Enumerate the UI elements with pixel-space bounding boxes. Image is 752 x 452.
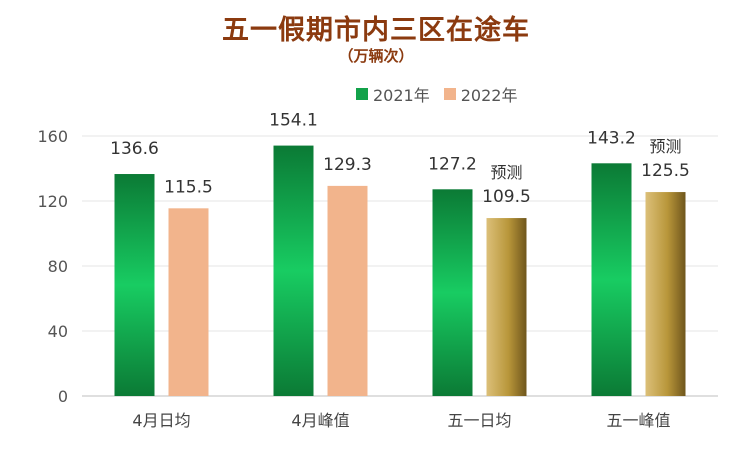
bar-2021 (591, 163, 632, 396)
legend: 2021年 2022年 (356, 82, 517, 106)
bar-2021 (114, 174, 155, 396)
y-tick-label: 80 (48, 257, 68, 276)
bar-2022 (486, 218, 527, 396)
legend-label-2021: 2021年 (373, 86, 430, 105)
data-label-2022: 115.5 (164, 177, 213, 197)
data-label-2022: 129.3 (323, 155, 372, 175)
legend-swatch-2021 (356, 88, 368, 100)
x-tick-label: 4月日均 (132, 411, 190, 430)
legend-item-2021: 2021年 (356, 82, 430, 106)
x-tick-label: 五一日均 (447, 411, 511, 430)
bar-2021 (273, 145, 314, 396)
forecast-note: 预测 (490, 163, 522, 182)
x-tick-label: 五一峰值 (606, 411, 670, 430)
y-tick-label: 120 (37, 192, 68, 211)
chart-subtitle: （万辆次） (338, 47, 414, 65)
legend-item-2022: 2022年 (443, 82, 518, 106)
data-label-2022: 125.5 (641, 161, 690, 181)
bar-2022 (645, 192, 686, 396)
data-label-2021: 143.2 (587, 128, 636, 148)
y-tick-label: 0 (58, 387, 68, 406)
y-tick-label: 160 (37, 127, 68, 146)
bar-2022 (327, 185, 368, 396)
data-label-2021: 136.6 (110, 139, 159, 159)
bar-2022 (168, 208, 209, 396)
legend-label-2022: 2022年 (460, 86, 518, 105)
x-tick-label: 4月峰值 (291, 411, 349, 430)
legend-swatch-2022 (443, 88, 456, 100)
data-label-2022: 109.5 (482, 187, 531, 207)
y-tick-label: 40 (48, 322, 68, 341)
forecast-note: 预测 (649, 137, 681, 156)
data-label-2021: 154.1 (269, 111, 318, 131)
bar-2021 (432, 189, 473, 396)
data-label-2021: 127.2 (428, 154, 477, 174)
chart-title: 五一假期市内三区在途车 (222, 15, 530, 46)
